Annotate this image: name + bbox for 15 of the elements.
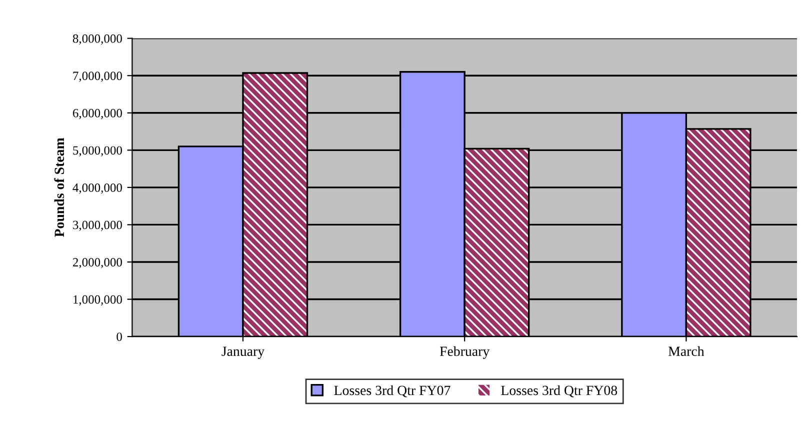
y-tick-label: 7,000,000: [73, 72, 122, 82]
y-tick-label: 5,000,000: [73, 146, 122, 156]
legend-label: Losses 3rd Qtr FY07: [334, 385, 450, 398]
y-tick-label: 8,000,000: [72, 34, 122, 45]
y-tick-label: 2,000,000: [72, 258, 122, 268]
x-tick-label: March: [668, 346, 704, 356]
y-tick-label: 3,000,000: [73, 220, 122, 231]
y-tick-label: 0: [116, 332, 122, 341]
x-tick-label: February: [440, 346, 490, 359]
x-tick-label: January: [222, 346, 265, 359]
y-tick-label: 6,000,000: [72, 108, 122, 120]
legend-label: Losses 3rd Qtr FY08: [501, 385, 618, 398]
y-axis-title: Pounds of Steam: [54, 138, 64, 237]
y-tick-label: 1,000,000: [74, 295, 122, 306]
y-tick-label: 4,000,000: [72, 183, 122, 194]
